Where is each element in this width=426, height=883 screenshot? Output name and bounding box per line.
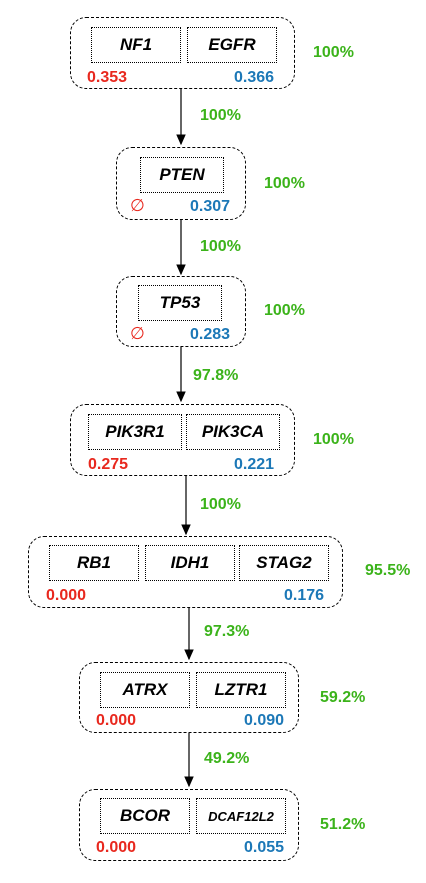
group-rb1-idh1-stag2: [28, 536, 343, 608]
edge-percent: 100%: [200, 238, 241, 255]
empty-set-symbol: ∅: [130, 196, 145, 215]
gene-box: IDH1: [145, 545, 235, 581]
group-percent: 100%: [313, 431, 354, 448]
group-percent: 59.2%: [320, 689, 366, 706]
gene-box: PIK3CA: [186, 414, 280, 450]
gene-box: EGFR: [187, 27, 277, 63]
left-score: 0.000: [46, 587, 87, 604]
edge-percent: 97.8%: [193, 367, 239, 384]
group-tp53: [116, 276, 246, 347]
group-percent: 51.2%: [320, 816, 366, 833]
right-score: 0.055: [244, 839, 285, 856]
gene-box: ATRX: [100, 672, 190, 708]
right-score: 0.221: [234, 456, 275, 473]
left-score: 0.275: [88, 456, 129, 473]
group-percent: 100%: [264, 302, 305, 319]
empty-set-symbol: ∅: [130, 324, 145, 343]
gene-box: PIK3R1: [88, 414, 182, 450]
right-score: 0.176: [284, 587, 325, 604]
gene-box: TP53: [138, 285, 222, 321]
right-score: 0.090: [244, 712, 285, 729]
group-pten: [116, 147, 246, 220]
gene-box: RB1: [49, 545, 139, 581]
gene-box: LZTR1: [196, 672, 286, 708]
group-percent: 95.5%: [365, 562, 411, 579]
group-nf1-egfr: [70, 17, 295, 89]
left-score: 0.000: [96, 839, 137, 856]
right-score: 0.283: [190, 326, 231, 343]
edge-percent: 49.2%: [204, 750, 250, 767]
edge-percent: 100%: [200, 107, 241, 124]
gene-box: PTEN: [140, 157, 224, 193]
group-percent: 100%: [313, 44, 354, 61]
gene-box: DCAF12L2: [196, 798, 286, 834]
edge-percent: 100%: [200, 496, 241, 513]
left-score: 0.353: [87, 69, 128, 86]
left-score: 0.000: [96, 712, 137, 729]
gene-box: NF1: [91, 27, 181, 63]
group-percent: 100%: [264, 175, 305, 192]
edge-percent: 97.3%: [204, 623, 250, 640]
gene-box: STAG2: [239, 545, 329, 581]
gene-box: BCOR: [100, 798, 190, 834]
group-pik3r1-pik3ca: [70, 404, 295, 476]
right-score: 0.307: [190, 198, 231, 215]
right-score: 0.366: [234, 69, 275, 86]
